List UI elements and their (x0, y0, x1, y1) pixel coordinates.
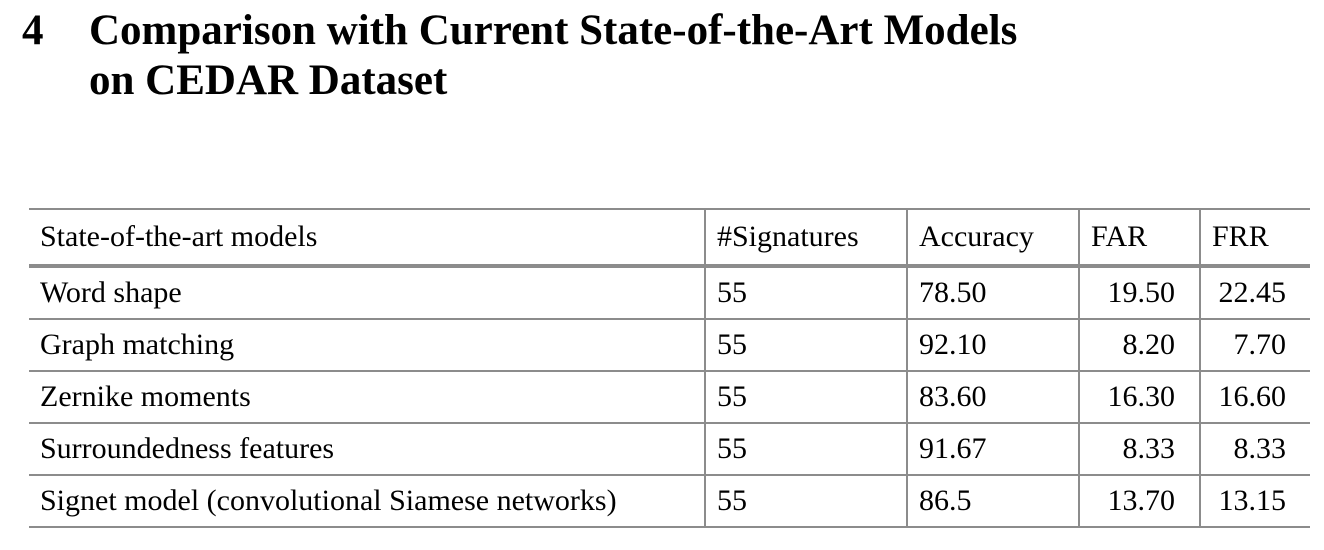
cell-far: 16.30 (1078, 371, 1200, 424)
cell-signatures: 55 (704, 319, 907, 372)
section-title-line-2: on CEDAR Dataset (89, 57, 448, 104)
table-row: Word shape 55 78.50 19.50 22.45 (29, 266, 1310, 320)
cell-model: Graph matching (29, 319, 705, 372)
cell-signatures: 55 (704, 475, 907, 527)
cell-model: Zernike moments (29, 371, 705, 424)
cell-accuracy: 92.10 (906, 319, 1079, 372)
cell-far: 13.70 (1078, 475, 1200, 527)
column-header-frr: FRR (1199, 209, 1310, 268)
cell-model: Surroundedness features (29, 423, 705, 476)
table-row: Surroundedness features 55 91.67 8.33 8.… (29, 423, 1310, 476)
cell-far: 8.33 (1078, 423, 1200, 476)
cell-accuracy: 83.60 (906, 371, 1079, 424)
column-header-accuracy: Accuracy (906, 209, 1079, 268)
table-row: Graph matching 55 92.10 8.20 7.70 (29, 319, 1310, 372)
column-header-far: FAR (1078, 209, 1200, 268)
table-header: State-of-the-art models #Signatures Accu… (29, 209, 1310, 268)
cell-frr: 8.33 (1199, 423, 1310, 476)
cell-model: Signet model (convolutional Siamese netw… (40, 484, 617, 517)
cell-accuracy: 78.50 (906, 266, 1079, 320)
cell-frr: 16.60 (1199, 371, 1310, 424)
cell-signatures: 55 (704, 423, 907, 476)
section-title: Comparison with Current State-of-the-Art… (89, 6, 1269, 106)
cell-model: Word shape (29, 266, 705, 320)
cell-far: 19.50 (1078, 266, 1200, 320)
table-body: Word shape 55 78.50 19.50 22.45 Graph ma… (29, 266, 1310, 527)
cell-frr: 13.15 (1199, 475, 1310, 527)
cell-frr: 22.45 (1199, 266, 1310, 320)
comparison-table: State-of-the-art models #Signatures Accu… (29, 208, 1310, 528)
cell-far: 8.20 (1078, 319, 1200, 372)
header-row: State-of-the-art models #Signatures Accu… (29, 209, 1310, 268)
column-header-signatures: #Signatures (704, 209, 907, 268)
cell-accuracy: 91.67 (906, 423, 1079, 476)
section-title-line-1: Comparison with Current State-of-the-Art… (89, 7, 1018, 54)
section-number: 4 (22, 7, 44, 54)
cell-accuracy: 86.5 (906, 475, 1079, 527)
cell-frr: 7.70 (1199, 319, 1310, 372)
column-header-models: State-of-the-art models (29, 209, 705, 268)
cell-signatures: 55 (704, 371, 907, 424)
cell-signatures: 55 (704, 266, 907, 320)
table-row: Zernike moments 55 83.60 16.30 16.60 (29, 371, 1310, 424)
table-row: Signet model (convolutional Siamese netw… (29, 475, 1310, 527)
